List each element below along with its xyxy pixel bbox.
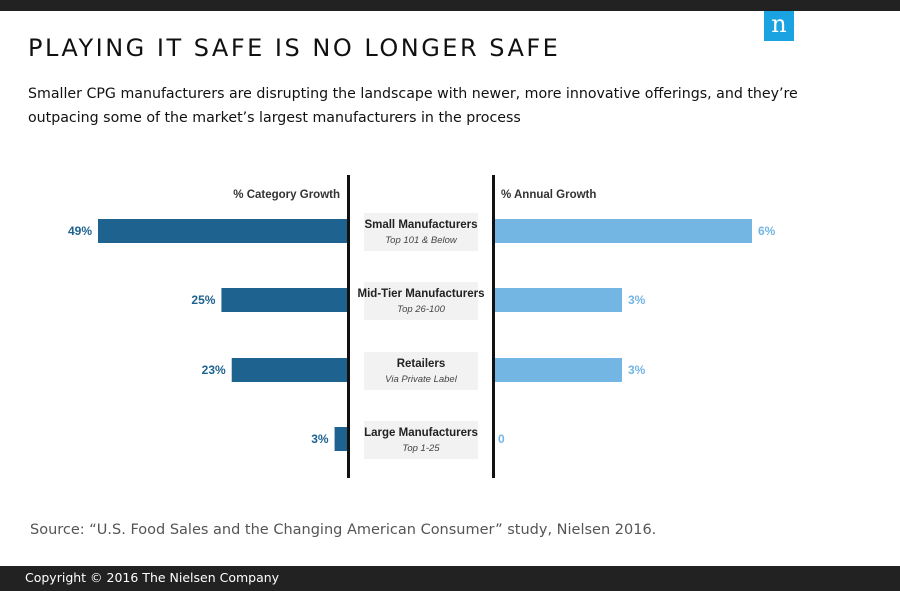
- bar-category-growth: [98, 219, 350, 243]
- category-name: Retailers: [397, 358, 446, 370]
- bar-annual-growth: [492, 358, 622, 382]
- category-label-bg: [364, 213, 478, 251]
- category-name: Large Manufacturers: [364, 427, 478, 439]
- bar-value-label-right: 3%: [628, 293, 646, 307]
- category-label-bg: [364, 282, 478, 320]
- bar-category-growth: [221, 288, 350, 312]
- category-subtitle: Top 101 & Below: [385, 235, 458, 246]
- page-title: PLAYING IT SAFE IS NO LONGER SAFE: [28, 34, 561, 62]
- left-axis-label: % Category Growth: [233, 189, 340, 201]
- copyright-text: Copyright © 2016 The Nielsen Company: [25, 570, 280, 585]
- right-axis-label: % Annual Growth: [501, 189, 596, 201]
- category-label-bg: [364, 352, 478, 390]
- source-note: Source: “U.S. Food Sales and the Changin…: [30, 522, 657, 538]
- category-name: Small Manufacturers: [364, 219, 477, 231]
- top-bar: [0, 0, 900, 11]
- diverging-bar-chart: % Category Growth % Annual Growth 49% 6% S…: [68, 175, 776, 478]
- category-name: Mid-Tier Manufacturers: [358, 288, 485, 300]
- page-subtitle: Smaller CPG manufacturers are disrupting…: [28, 86, 798, 126]
- bar-value-label-left: 23%: [202, 363, 226, 377]
- bar-category-growth: [231, 358, 350, 382]
- bar-value-label-right: 6%: [758, 224, 776, 238]
- nielsen-logo: n: [764, 11, 794, 41]
- footer-bar: Copyright © 2016 The Nielsen Company: [0, 566, 900, 591]
- bar-category-growth: [334, 427, 350, 451]
- category-subtitle: Via Private Label: [385, 374, 458, 385]
- bar-value-label-left: 25%: [191, 293, 215, 307]
- category-subtitle: Top 1-25: [402, 443, 440, 454]
- bar-annual-growth: [492, 288, 622, 312]
- bar-value-label-right: 0: [498, 432, 505, 446]
- bar-value-label-left: 49%: [68, 224, 92, 238]
- category-subtitle: Top 26-100: [397, 304, 445, 315]
- bar-value-label-left: 3%: [311, 432, 329, 446]
- category-label-bg: [364, 421, 478, 459]
- bar-annual-growth: [492, 219, 752, 243]
- bar-value-label-right: 3%: [628, 363, 646, 377]
